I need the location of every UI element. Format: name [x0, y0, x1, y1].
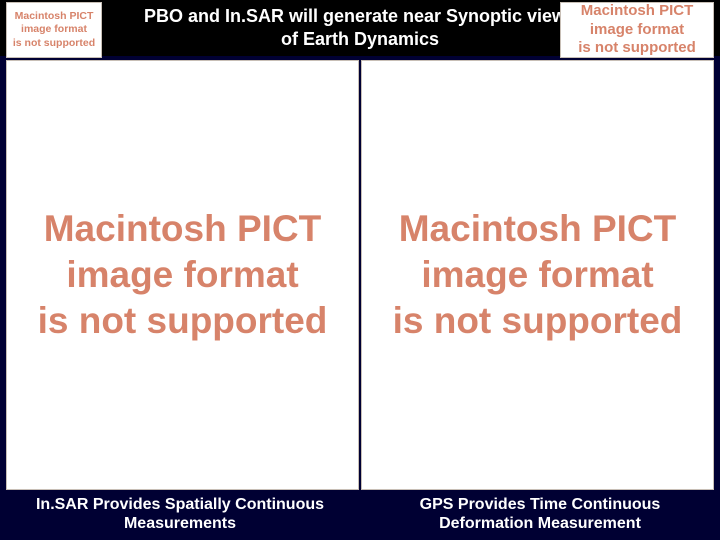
ph-line1: Macintosh PICT: [15, 10, 94, 22]
ph-line2: image format: [21, 23, 87, 35]
image-panels: Macintosh PICT image format is not suppo…: [6, 60, 714, 490]
ph-line1: Macintosh PICT: [44, 208, 322, 249]
caption-right-line2: Deformation Measurement: [439, 515, 641, 532]
ph-line2: image format: [66, 254, 298, 295]
image-panel-left: Macintosh PICT image format is not suppo…: [6, 60, 359, 490]
caption-left: In.SAR Provides Spatially Continuous Mea…: [0, 494, 360, 534]
ph-line3: is not supported: [13, 37, 95, 49]
image-panel-right: Macintosh PICT image format is not suppo…: [361, 60, 714, 490]
ph-line3: is not supported: [38, 300, 328, 341]
title-line1: PBO and In.SAR will generate near Synopt…: [144, 6, 576, 26]
ph-line2: image format: [590, 21, 684, 38]
caption-right: GPS Provides Time Continuous Deformation…: [360, 494, 720, 534]
ph-line2: image format: [421, 254, 653, 295]
ph-line1: Macintosh PICT: [399, 208, 677, 249]
placeholder-text: Macintosh PICT image format is not suppo…: [393, 206, 683, 345]
caption-right-line1: GPS Provides Time Continuous: [420, 496, 661, 513]
captions-row: In.SAR Provides Spatially Continuous Mea…: [0, 494, 720, 534]
ph-line3: is not supported: [578, 39, 696, 56]
slide-container: PBO and In.SAR will generate near Synopt…: [0, 0, 720, 540]
corner-placeholder-left: Macintosh PICT image format is not suppo…: [6, 2, 102, 58]
caption-left-line1: In.SAR Provides Spatially Continuous: [36, 496, 324, 513]
ph-line3: is not supported: [393, 300, 683, 341]
placeholder-text: Macintosh PICT image format is not suppo…: [578, 2, 696, 58]
placeholder-text: Macintosh PICT image format is not suppo…: [38, 206, 328, 345]
slide-title: PBO and In.SAR will generate near Synopt…: [144, 5, 576, 52]
ph-line1: Macintosh PICT: [581, 2, 694, 19]
corner-placeholder-right: Macintosh PICT image format is not suppo…: [560, 2, 714, 58]
title-line2: of Earth Dynamics: [281, 29, 439, 49]
placeholder-text: Macintosh PICT image format is not suppo…: [13, 10, 95, 49]
caption-left-line2: Measurements: [124, 515, 236, 532]
